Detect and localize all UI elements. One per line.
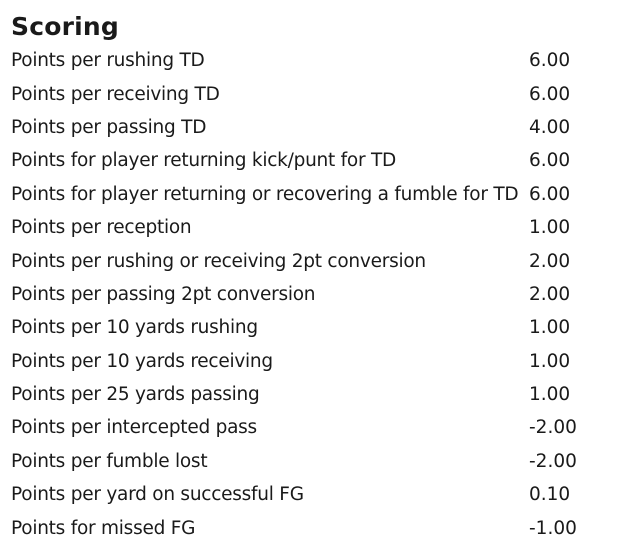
scoring-rule-value: 4.00 [529,116,571,138]
scoring-rule-label: Points per fumble lost [11,450,208,472]
table-row: Points per 10 yards receiving 1.00 [11,345,629,378]
scoring-rule-label: Points per passing TD [11,116,207,138]
scoring-rule-label: Points for player returning kick/punt fo… [11,150,397,172]
scoring-rule-value: 1.00 [529,350,571,372]
scoring-rule-value: 2.00 [529,250,571,272]
scoring-rule-label: Points per rushing or receiving 2pt conv… [11,250,426,272]
scoring-rule-value: 1.00 [529,217,571,239]
scoring-rule-label: Points per intercepted pass [11,417,257,439]
scoring-rule-value: -2.00 [529,417,577,439]
scoring-rule-value: 6.00 [529,83,571,105]
scoring-rule-value: 1.00 [529,384,571,406]
scoring-rule-label: Points per 10 yards rushing [11,317,258,339]
scoring-rule-value: 6.00 [529,150,571,172]
scoring-rule-value: 6.00 [529,183,571,205]
table-row: Points for missed FG -1.00 [11,511,629,544]
scoring-rule-label: Points per rushing TD [11,50,205,72]
scoring-rule-value: 1.00 [529,317,571,339]
scoring-rule-label: Points for player returning or recoverin… [11,183,519,205]
table-row: Points for player returning kick/punt fo… [11,144,629,177]
table-row: Points per yard on successful FG 0.10 [11,478,629,511]
table-row: Points for player returning or recoverin… [11,178,629,211]
scoring-rule-label: Points per receiving TD [11,83,220,105]
scoring-rule-value: 0.10 [529,484,571,506]
table-row: Points per receiving TD 6.00 [11,77,629,110]
table-row: Points per passing 2pt conversion 2.00 [11,278,629,311]
table-row: Points per rushing or receiving 2pt conv… [11,244,629,277]
scoring-rule-value: -1.00 [529,517,577,539]
table-row: Points per 10 yards rushing 1.00 [11,311,629,344]
scoring-rule-label: Points for missed FG [11,517,196,539]
scoring-rule-label: Points per yard on successful FG [11,484,304,506]
section-title: Scoring [11,12,119,41]
scoring-rule-label: Points per 10 yards receiving [11,350,273,372]
scoring-table: Points per rushing TD 6.00 Points per re… [11,44,629,545]
scoring-rule-value: 2.00 [529,283,571,305]
scoring-rule-label: Points per reception [11,217,192,239]
scoring-rule-value: 6.00 [529,50,571,72]
scoring-rule-label: Points per passing 2pt conversion [11,283,316,305]
table-row: Points per intercepted pass -2.00 [11,411,629,444]
scoring-rule-value: -2.00 [529,450,577,472]
table-row: Points per rushing TD 6.00 [11,44,629,77]
scoring-rule-label: Points per 25 yards passing [11,384,260,406]
table-row: Points per fumble lost -2.00 [11,445,629,478]
table-row: Points per reception 1.00 [11,211,629,244]
table-row: Points per passing TD 4.00 [11,111,629,144]
table-row: Points per 25 yards passing 1.00 [11,378,629,411]
